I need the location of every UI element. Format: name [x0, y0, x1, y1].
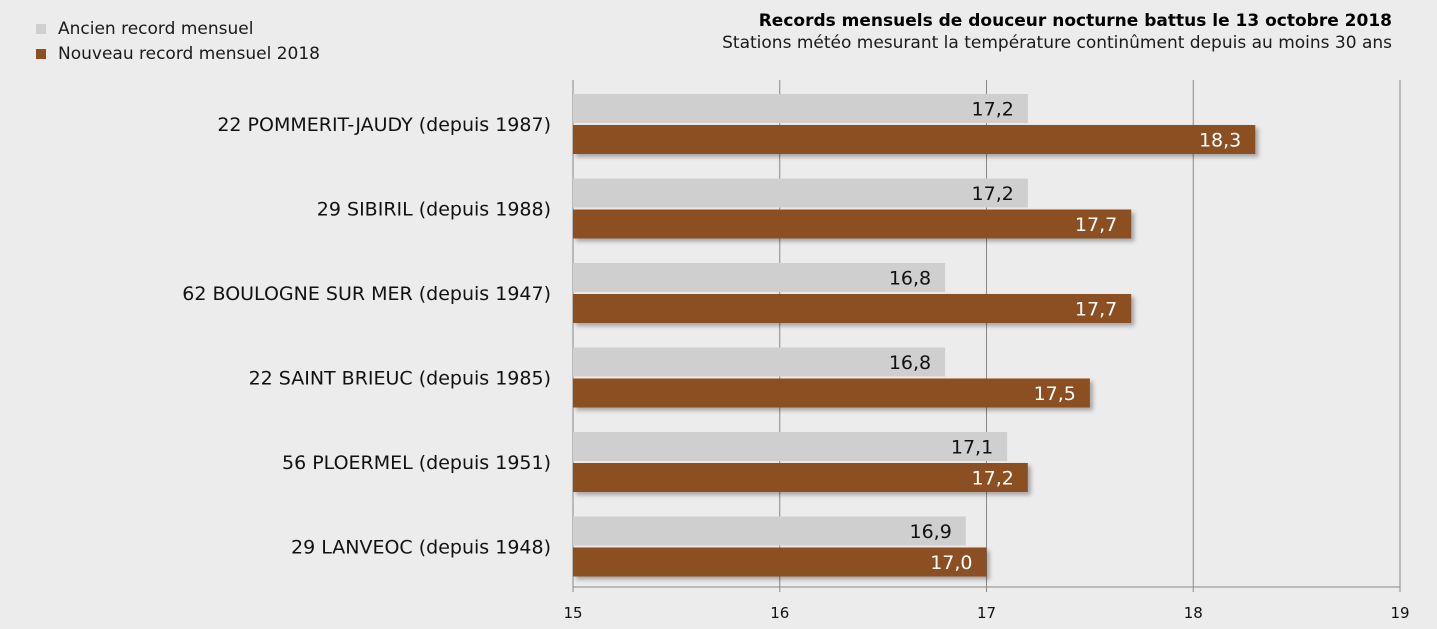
data-label: 16,8: [889, 352, 931, 374]
bar-nouveau: [573, 463, 1028, 492]
legend: Ancien record mensuel Nouveau record men…: [36, 16, 320, 66]
bar-ancien: [573, 94, 1028, 123]
bar-nouveau: [573, 378, 1090, 408]
data-label: 18,3: [1199, 130, 1241, 152]
data-label: 17,5: [1034, 383, 1076, 405]
legend-swatch-ancien: [36, 23, 46, 34]
chart-subtitle: Stations météo mesurant la température c…: [722, 33, 1392, 53]
data-label: 17,7: [1075, 214, 1117, 236]
tick-label: 15: [563, 604, 582, 622]
gridlines: [572, 80, 1401, 588]
category-label: 29 SIBIRIL (depuis 1988): [317, 199, 551, 221]
bar-ancien: [573, 347, 946, 377]
tick-label: 18: [1184, 604, 1203, 622]
category-label: 22 POMMERIT-JAUDY (depuis 1987): [217, 114, 551, 136]
chart-titles: Records mensuels de douceur nocturne bat…: [722, 10, 1392, 54]
category-label: 22 SAINT BRIEUC (depuis 1985): [249, 368, 551, 390]
bar-ancien: [573, 432, 1008, 461]
data-label: 16,9: [910, 521, 952, 543]
data-label: 17,2: [972, 99, 1014, 121]
data-label: 17,2: [972, 183, 1014, 205]
bars: 17,2 18,3 17,2 17,7 16,8 17,7 16,8 17,5 17,1 17,2…: [573, 94, 1256, 577]
bar-nouveau: [573, 209, 1132, 239]
tick-label: 17: [977, 604, 996, 622]
data-label: 17,7: [1075, 299, 1117, 321]
x-axis-ticks: 15 16 17 18 19: [563, 587, 1410, 622]
bar-nouveau: [573, 547, 987, 577]
legend-label-ancien: Ancien record mensuel: [58, 18, 254, 39]
bar-nouveau: [573, 125, 1256, 154]
legend-item-ancien: Ancien record mensuel: [36, 16, 320, 41]
bar-nouveau: [573, 294, 1132, 323]
bar-ancien: [573, 263, 946, 292]
category-labels: 22 POMMERIT-JAUDY (depuis 1987) 29 SIBIRI…: [182, 114, 551, 559]
category-label: 56 PLOERMEL (depuis 1951): [282, 452, 551, 474]
tick-label: 16: [770, 604, 789, 622]
data-label: 16,8: [889, 268, 931, 290]
legend-swatch-nouveau: [36, 48, 46, 59]
bar-ancien: [573, 178, 1028, 208]
data-label: 17,1: [951, 437, 993, 459]
category-label: 29 LANVEOC (depuis 1948): [291, 537, 551, 559]
category-label: 62 BOULOGNE SUR MER (depuis 1947): [182, 283, 551, 305]
legend-item-nouveau: Nouveau record mensuel 2018: [36, 41, 320, 66]
bar-ancien: [573, 516, 966, 546]
tick-label: 19: [1390, 604, 1409, 622]
data-label: 17,0: [930, 552, 972, 574]
chart-title: Records mensuels de douceur nocturne bat…: [758, 11, 1392, 31]
legend-label-nouveau: Nouveau record mensuel 2018: [58, 43, 320, 64]
data-label: 17,2: [972, 468, 1014, 490]
